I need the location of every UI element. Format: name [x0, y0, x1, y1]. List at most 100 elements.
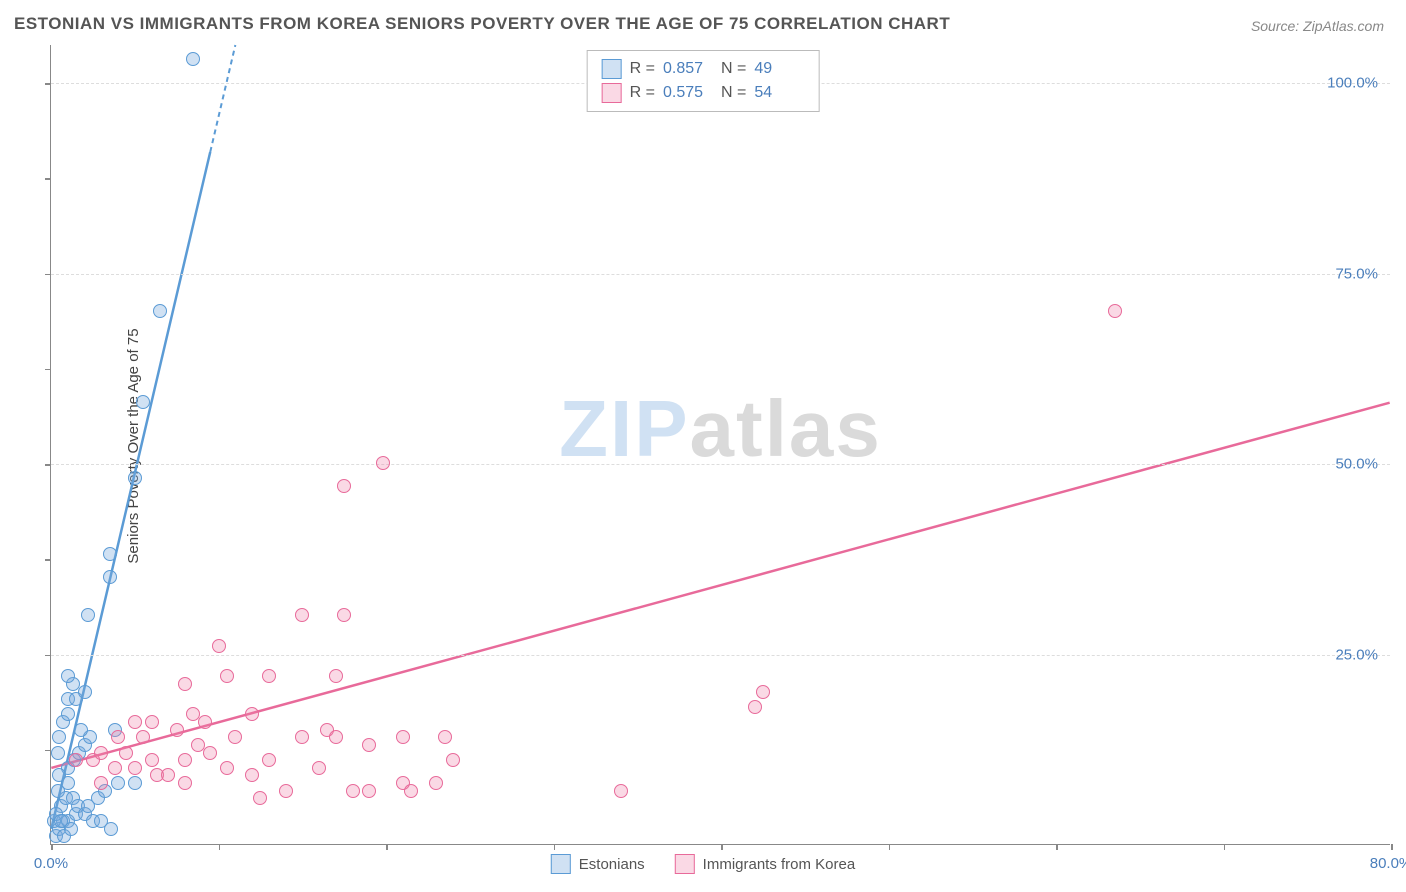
y-tick-mark [45, 464, 51, 466]
stat-r-value: 0.575 [663, 84, 713, 102]
data-point [203, 746, 217, 760]
x-tick-mark [386, 844, 388, 850]
data-point [756, 685, 770, 699]
x-tick-mark [1056, 844, 1058, 850]
data-point [295, 730, 309, 744]
data-point [329, 669, 343, 683]
data-point [748, 700, 762, 714]
plot-area: ZIPatlas 25.0%50.0%75.0%100.0%0.0%80.0% [50, 45, 1390, 845]
data-point [614, 784, 628, 798]
stat-r-value: 0.857 [663, 60, 713, 78]
data-point [245, 768, 259, 782]
x-tick-label: 0.0% [34, 855, 68, 872]
data-point [52, 730, 66, 744]
y-tick-mark [45, 559, 51, 561]
stat-n-value: 54 [754, 84, 804, 102]
data-point [54, 814, 68, 828]
data-point [178, 776, 192, 790]
data-point [337, 608, 351, 622]
legend-swatch [551, 854, 571, 874]
data-point [128, 761, 142, 775]
chart-title: ESTONIAN VS IMMIGRANTS FROM KOREA SENIOR… [14, 14, 950, 34]
data-point [220, 761, 234, 775]
data-point [161, 768, 175, 782]
x-tick-mark [51, 844, 53, 850]
x-tick-mark [721, 844, 723, 850]
data-point [145, 715, 159, 729]
stat-n-label: N = [721, 60, 746, 78]
data-point [262, 669, 276, 683]
data-point [61, 669, 75, 683]
data-point [212, 639, 226, 653]
data-point [119, 746, 133, 760]
stat-n-label: N = [721, 84, 746, 102]
data-point [295, 608, 309, 622]
trend-lines [51, 45, 1390, 844]
y-tick-label: 100.0% [1327, 75, 1378, 92]
y-tick-label: 50.0% [1335, 456, 1378, 473]
data-point [170, 723, 184, 737]
x-tick-mark [219, 844, 221, 850]
data-point [74, 723, 88, 737]
data-point [78, 685, 92, 699]
data-point [128, 471, 142, 485]
data-point [111, 730, 125, 744]
data-point [429, 776, 443, 790]
stats-legend-row: R = 0.857 N = 49 [602, 57, 805, 81]
legend-label: Estonians [579, 856, 645, 873]
data-point [153, 304, 167, 318]
stats-legend: R = 0.857 N = 49 R = 0.575 N = 54 [587, 50, 820, 112]
data-point [376, 456, 390, 470]
data-point [220, 669, 234, 683]
legend-swatch [602, 59, 622, 79]
data-point [104, 822, 118, 836]
data-point [103, 547, 117, 561]
data-point [69, 753, 83, 767]
gridline-horizontal [51, 464, 1390, 465]
x-tick-mark [554, 844, 556, 850]
data-point [245, 707, 259, 721]
x-tick-mark [1391, 844, 1393, 850]
x-tick-mark [889, 844, 891, 850]
gridline-horizontal [51, 274, 1390, 275]
data-point [128, 715, 142, 729]
stat-r-label: R = [630, 60, 655, 78]
data-point [178, 753, 192, 767]
data-point [404, 784, 418, 798]
data-point [438, 730, 452, 744]
data-point [94, 776, 108, 790]
data-point [262, 753, 276, 767]
stat-n-value: 49 [754, 60, 804, 78]
y-tick-mark [45, 274, 51, 276]
data-point [145, 753, 159, 767]
data-point [312, 761, 326, 775]
legend-label: Immigrants from Korea [703, 856, 856, 873]
data-point [178, 677, 192, 691]
correlation-chart: ESTONIAN VS IMMIGRANTS FROM KOREA SENIOR… [0, 0, 1406, 892]
legend-item: Estonians [551, 854, 645, 874]
y-tick-mark [45, 178, 51, 180]
legend-swatch [602, 83, 622, 103]
data-point [136, 395, 150, 409]
y-tick-mark [45, 369, 51, 371]
data-point [279, 784, 293, 798]
data-point [362, 738, 376, 752]
data-point [362, 784, 376, 798]
data-point [253, 791, 267, 805]
legend-item: Immigrants from Korea [675, 854, 856, 874]
data-point [51, 746, 65, 760]
x-tick-label: 80.0% [1370, 855, 1406, 872]
y-tick-label: 75.0% [1335, 265, 1378, 282]
data-point [346, 784, 360, 798]
y-tick-mark [45, 83, 51, 85]
data-point [128, 776, 142, 790]
data-point [111, 776, 125, 790]
data-point [186, 52, 200, 66]
y-tick-mark [45, 655, 51, 657]
stats-legend-row: R = 0.575 N = 54 [602, 81, 805, 105]
data-point [81, 608, 95, 622]
data-point [337, 479, 351, 493]
series-legend: Estonians Immigrants from Korea [551, 854, 855, 874]
data-point [94, 746, 108, 760]
data-point [396, 730, 410, 744]
